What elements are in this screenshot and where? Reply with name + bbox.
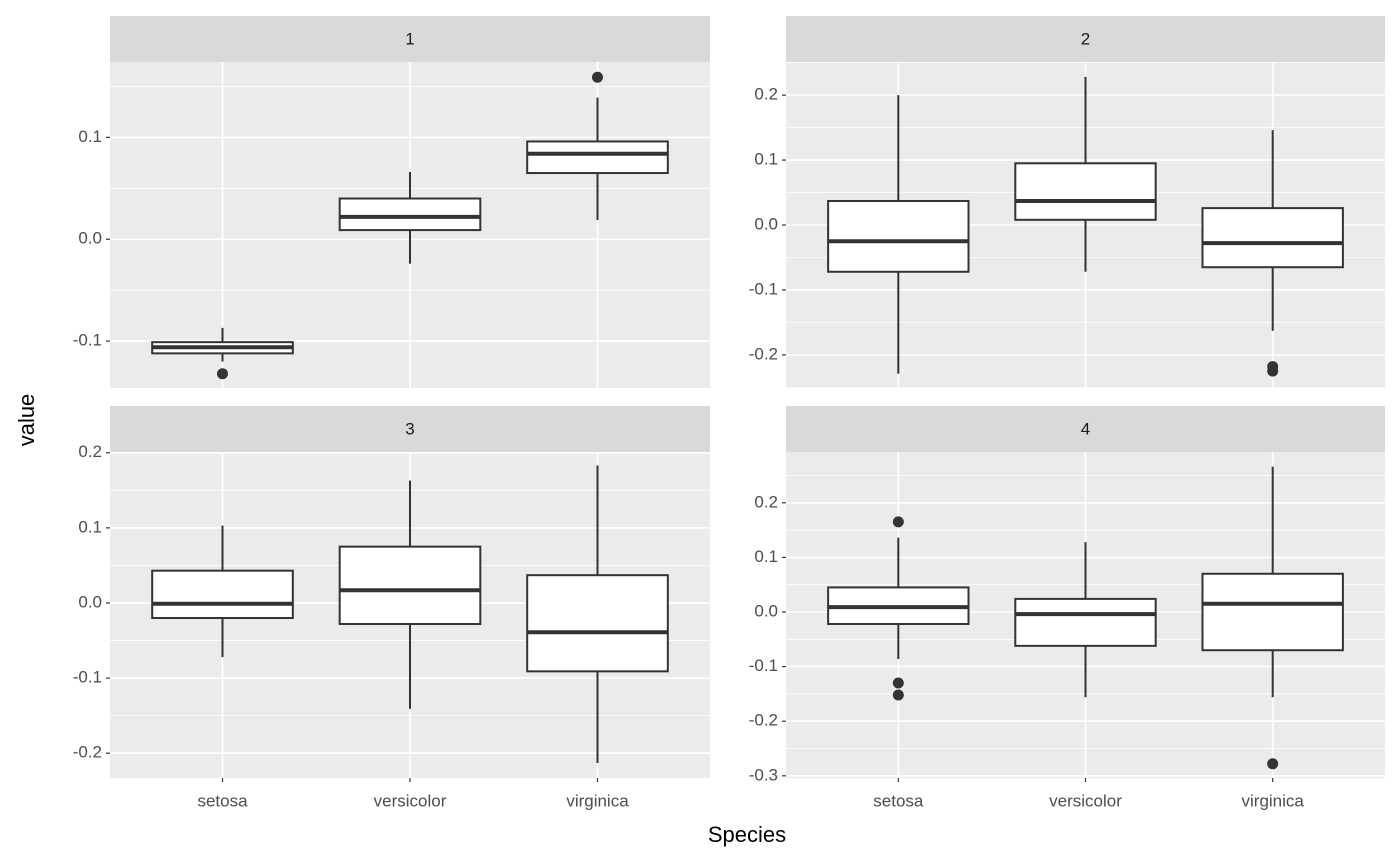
y-tick-label: 0.2 <box>754 492 778 511</box>
box <box>827 199 970 273</box>
outlier <box>1267 758 1279 770</box>
x-tick-label: versicolor <box>1049 791 1122 810</box>
y-tick-label: 0.0 <box>754 601 778 620</box>
box <box>526 574 669 673</box>
y-tick-label: 0.1 <box>78 517 102 536</box>
outlier <box>1267 365 1279 377</box>
strip-label: 3 <box>405 419 414 438</box>
y-tick-label: -0.2 <box>749 711 778 730</box>
box <box>1201 207 1344 269</box>
y-tick-label: -0.3 <box>749 765 778 784</box>
strip-label: 4 <box>1081 419 1090 438</box>
y-tick-label: 0.0 <box>754 214 778 233</box>
y-tick-label: 0.2 <box>754 85 778 104</box>
strip <box>786 406 1385 452</box>
x-tick-label: setosa <box>873 791 924 810</box>
box <box>151 569 294 620</box>
outlier <box>892 516 904 528</box>
outlier <box>892 689 904 701</box>
box <box>1201 572 1344 652</box>
x-tick-label: setosa <box>197 791 248 810</box>
y-tick-label: -0.2 <box>73 743 102 762</box>
y-axis-title: value <box>14 394 39 447</box>
strip-label: 1 <box>405 29 414 48</box>
x-tick-label: virginica <box>566 791 629 810</box>
y-tick-label: -0.1 <box>749 279 778 298</box>
x-tick-label: versicolor <box>374 791 447 810</box>
y-tick-label: -0.1 <box>73 331 102 350</box>
strip-label: 2 <box>1081 29 1090 48</box>
y-tick-label: -0.2 <box>749 344 778 363</box>
y-tick-label: 0.0 <box>78 229 102 248</box>
y-tick-label: -0.1 <box>749 656 778 675</box>
y-tick-label: 0.1 <box>754 150 778 169</box>
box <box>526 140 669 175</box>
y-tick-label: 0.1 <box>78 127 102 146</box>
outlier <box>892 677 904 689</box>
strip <box>110 16 710 62</box>
y-tick-label: 0.2 <box>78 442 102 461</box>
y-tick-label: -0.1 <box>73 668 102 687</box>
outlier <box>217 368 228 380</box>
outlier <box>592 71 603 83</box>
box <box>338 197 482 232</box>
y-tick-label: 0.1 <box>754 547 778 566</box>
strip <box>786 16 1385 62</box>
y-tick-label: 0.0 <box>78 592 102 611</box>
strip <box>110 406 710 452</box>
box <box>338 545 482 626</box>
x-tick-label: virginica <box>1242 791 1305 810</box>
box <box>1014 162 1157 221</box>
box <box>1014 597 1157 647</box>
x-axis-title: Species <box>708 822 786 847</box>
